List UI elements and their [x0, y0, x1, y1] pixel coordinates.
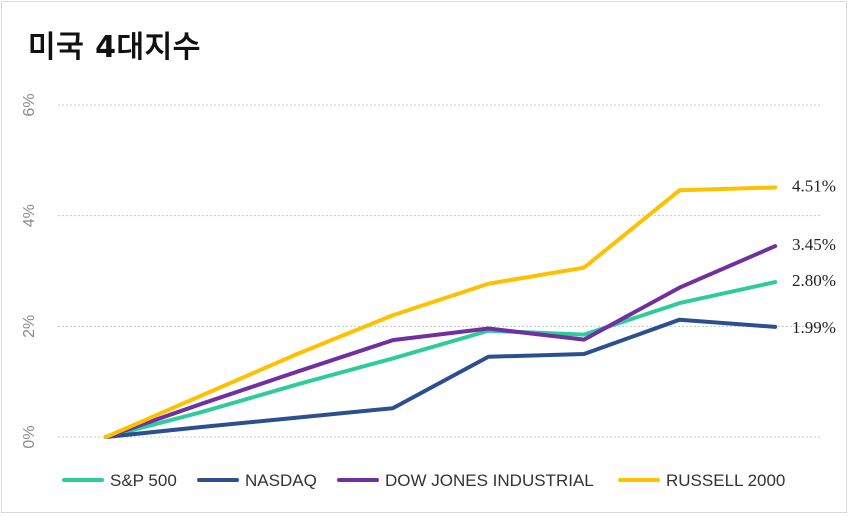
chart-title: 미국 4대지수: [28, 30, 201, 65]
series-end-label: 4.51%: [792, 176, 836, 195]
series-end-label: 2.80%: [792, 271, 836, 290]
series-end-label: 1.99%: [792, 318, 836, 337]
series-end-label: 3.45%: [792, 235, 836, 254]
legend-label: NASDAQ: [245, 471, 317, 490]
y-tick-label: 2%: [21, 315, 38, 338]
legend-label: S&P 500: [110, 471, 177, 490]
legend-label: DOW JONES INDUSTRIAL: [385, 471, 594, 490]
y-tick-label: 0%: [21, 425, 38, 448]
series-line: [104, 280, 778, 439]
y-tick-label: 4%: [21, 204, 38, 227]
series-line: [104, 185, 778, 439]
series-line: [104, 244, 778, 439]
legend-label: RUSSELL 2000: [666, 471, 785, 490]
y-tick-label: 6%: [21, 93, 38, 116]
series-line: [104, 317, 778, 439]
